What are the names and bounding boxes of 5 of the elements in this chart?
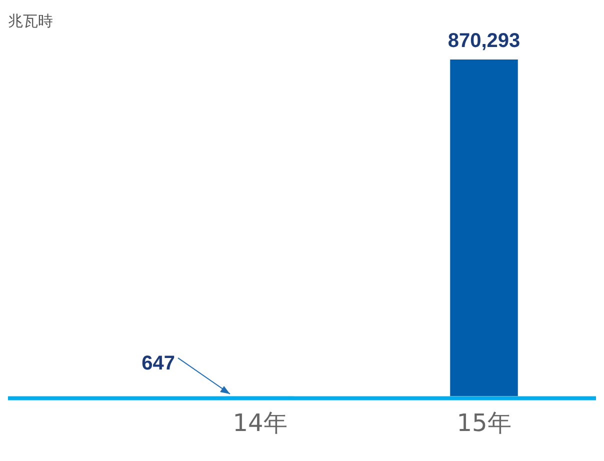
data-label: 647 [142, 352, 175, 374]
x-tick-label: 15年 [456, 408, 512, 437]
x-tick-label: 14年 [232, 408, 288, 437]
data-label: 870,293 [448, 30, 520, 52]
y-axis-title: 兆瓦時 [8, 12, 53, 31]
